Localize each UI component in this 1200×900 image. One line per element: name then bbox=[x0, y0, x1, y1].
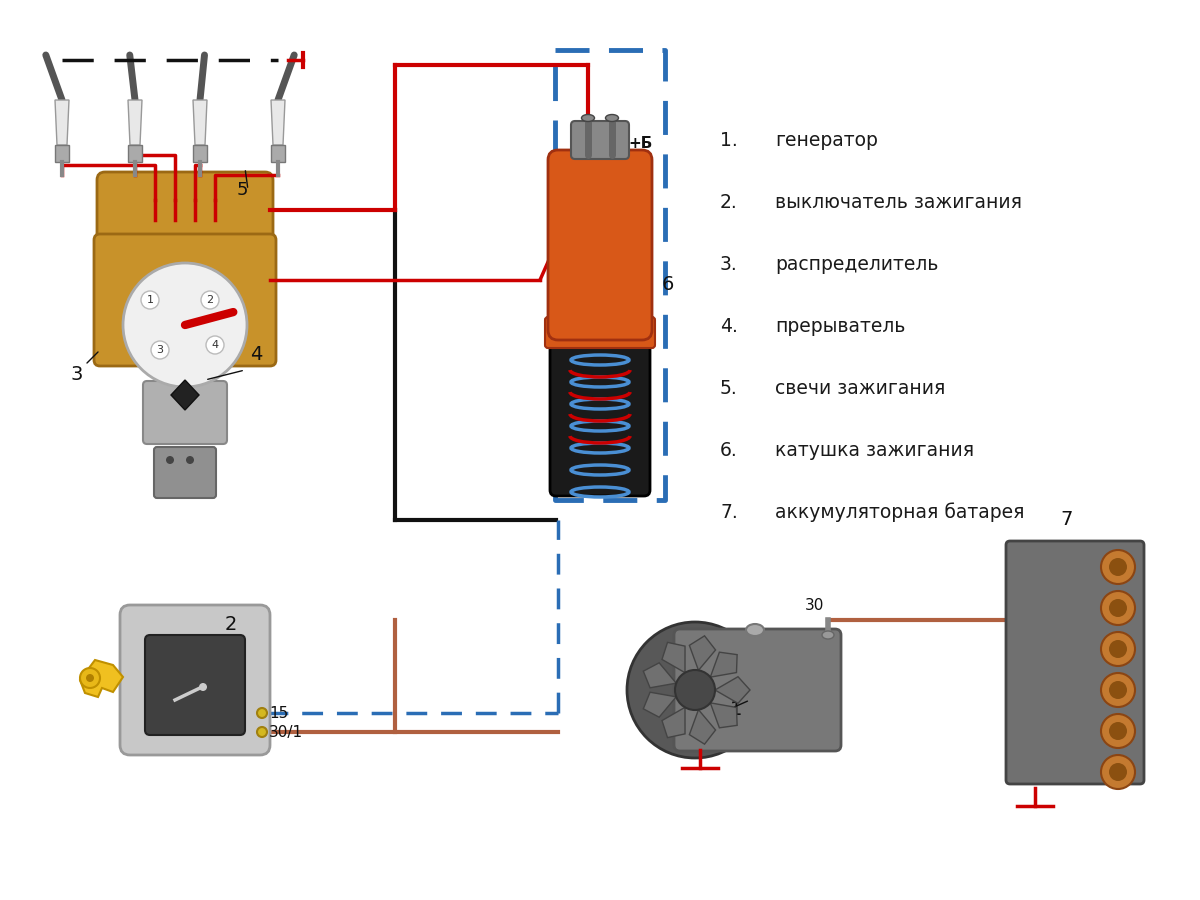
Polygon shape bbox=[128, 145, 142, 162]
Circle shape bbox=[1102, 632, 1135, 666]
Text: 15: 15 bbox=[269, 706, 288, 721]
Text: +Б: +Б bbox=[628, 136, 653, 151]
Text: аккумуляторная батарея: аккумуляторная батарея bbox=[775, 502, 1025, 522]
FancyBboxPatch shape bbox=[1006, 541, 1144, 784]
Circle shape bbox=[257, 708, 266, 718]
Text: 3: 3 bbox=[156, 345, 163, 355]
Polygon shape bbox=[662, 707, 685, 738]
Polygon shape bbox=[643, 662, 677, 688]
Ellipse shape bbox=[746, 624, 764, 636]
Polygon shape bbox=[193, 145, 208, 162]
Text: 3.: 3. bbox=[720, 255, 738, 274]
Text: выключатель зажигания: выключатель зажигания bbox=[775, 193, 1022, 212]
Ellipse shape bbox=[822, 631, 834, 639]
FancyBboxPatch shape bbox=[154, 447, 216, 498]
Circle shape bbox=[202, 291, 220, 309]
Text: 6.: 6. bbox=[720, 440, 738, 460]
FancyBboxPatch shape bbox=[145, 635, 245, 735]
Polygon shape bbox=[689, 710, 715, 744]
Circle shape bbox=[674, 670, 715, 710]
FancyBboxPatch shape bbox=[94, 234, 276, 366]
Polygon shape bbox=[55, 145, 70, 162]
Circle shape bbox=[1102, 714, 1135, 748]
Circle shape bbox=[186, 456, 194, 464]
Circle shape bbox=[199, 683, 208, 691]
Text: 3: 3 bbox=[70, 365, 83, 384]
Circle shape bbox=[151, 341, 169, 359]
FancyBboxPatch shape bbox=[548, 150, 652, 340]
Circle shape bbox=[206, 336, 224, 354]
Circle shape bbox=[142, 291, 158, 309]
Polygon shape bbox=[193, 100, 208, 145]
Text: 7: 7 bbox=[1060, 510, 1073, 529]
Text: распределитель: распределитель bbox=[775, 255, 938, 274]
Polygon shape bbox=[271, 100, 286, 145]
Text: 7.: 7. bbox=[720, 502, 738, 521]
Circle shape bbox=[1109, 681, 1127, 699]
Ellipse shape bbox=[606, 114, 618, 122]
Text: 30: 30 bbox=[805, 598, 824, 613]
Polygon shape bbox=[662, 643, 685, 672]
Text: свечи зажигания: свечи зажигания bbox=[775, 379, 946, 398]
Polygon shape bbox=[715, 677, 750, 703]
Polygon shape bbox=[271, 145, 286, 162]
Text: 4: 4 bbox=[250, 345, 263, 364]
Polygon shape bbox=[689, 635, 715, 670]
Polygon shape bbox=[710, 703, 737, 728]
Circle shape bbox=[1109, 558, 1127, 576]
Text: 4: 4 bbox=[211, 340, 218, 350]
Text: 6: 6 bbox=[662, 275, 674, 294]
Circle shape bbox=[1109, 763, 1127, 781]
Polygon shape bbox=[710, 652, 737, 677]
Text: прерыватель: прерыватель bbox=[775, 317, 905, 336]
Text: 5.: 5. bbox=[720, 379, 738, 398]
Circle shape bbox=[1102, 591, 1135, 625]
Text: 30/1: 30/1 bbox=[269, 724, 304, 740]
FancyBboxPatch shape bbox=[120, 605, 270, 755]
Circle shape bbox=[1109, 640, 1127, 658]
Text: 1.: 1. bbox=[720, 130, 738, 149]
Circle shape bbox=[1109, 599, 1127, 617]
Circle shape bbox=[1102, 755, 1135, 789]
FancyBboxPatch shape bbox=[545, 317, 655, 348]
Text: 2: 2 bbox=[206, 295, 214, 305]
Circle shape bbox=[1109, 722, 1127, 740]
FancyBboxPatch shape bbox=[97, 172, 274, 253]
Polygon shape bbox=[80, 660, 124, 697]
Text: катушка зажигания: катушка зажигания bbox=[775, 440, 974, 460]
Circle shape bbox=[80, 668, 100, 688]
Text: 1: 1 bbox=[146, 295, 154, 305]
Polygon shape bbox=[172, 380, 199, 410]
Text: 1: 1 bbox=[730, 700, 743, 719]
Text: 2: 2 bbox=[226, 615, 238, 634]
FancyBboxPatch shape bbox=[674, 629, 841, 751]
Circle shape bbox=[1102, 673, 1135, 707]
Circle shape bbox=[124, 263, 247, 387]
Ellipse shape bbox=[582, 114, 594, 122]
Text: генератор: генератор bbox=[775, 130, 878, 149]
Circle shape bbox=[86, 674, 94, 682]
Circle shape bbox=[257, 727, 266, 737]
Circle shape bbox=[166, 456, 174, 464]
Circle shape bbox=[1102, 550, 1135, 584]
Text: 2.: 2. bbox=[720, 193, 738, 212]
FancyBboxPatch shape bbox=[143, 381, 227, 444]
Text: 5: 5 bbox=[238, 181, 248, 199]
Polygon shape bbox=[643, 692, 677, 717]
Polygon shape bbox=[55, 100, 70, 145]
FancyBboxPatch shape bbox=[571, 121, 629, 159]
FancyBboxPatch shape bbox=[550, 194, 650, 496]
Text: 4.: 4. bbox=[720, 317, 738, 336]
Circle shape bbox=[628, 622, 763, 758]
Polygon shape bbox=[128, 100, 142, 145]
